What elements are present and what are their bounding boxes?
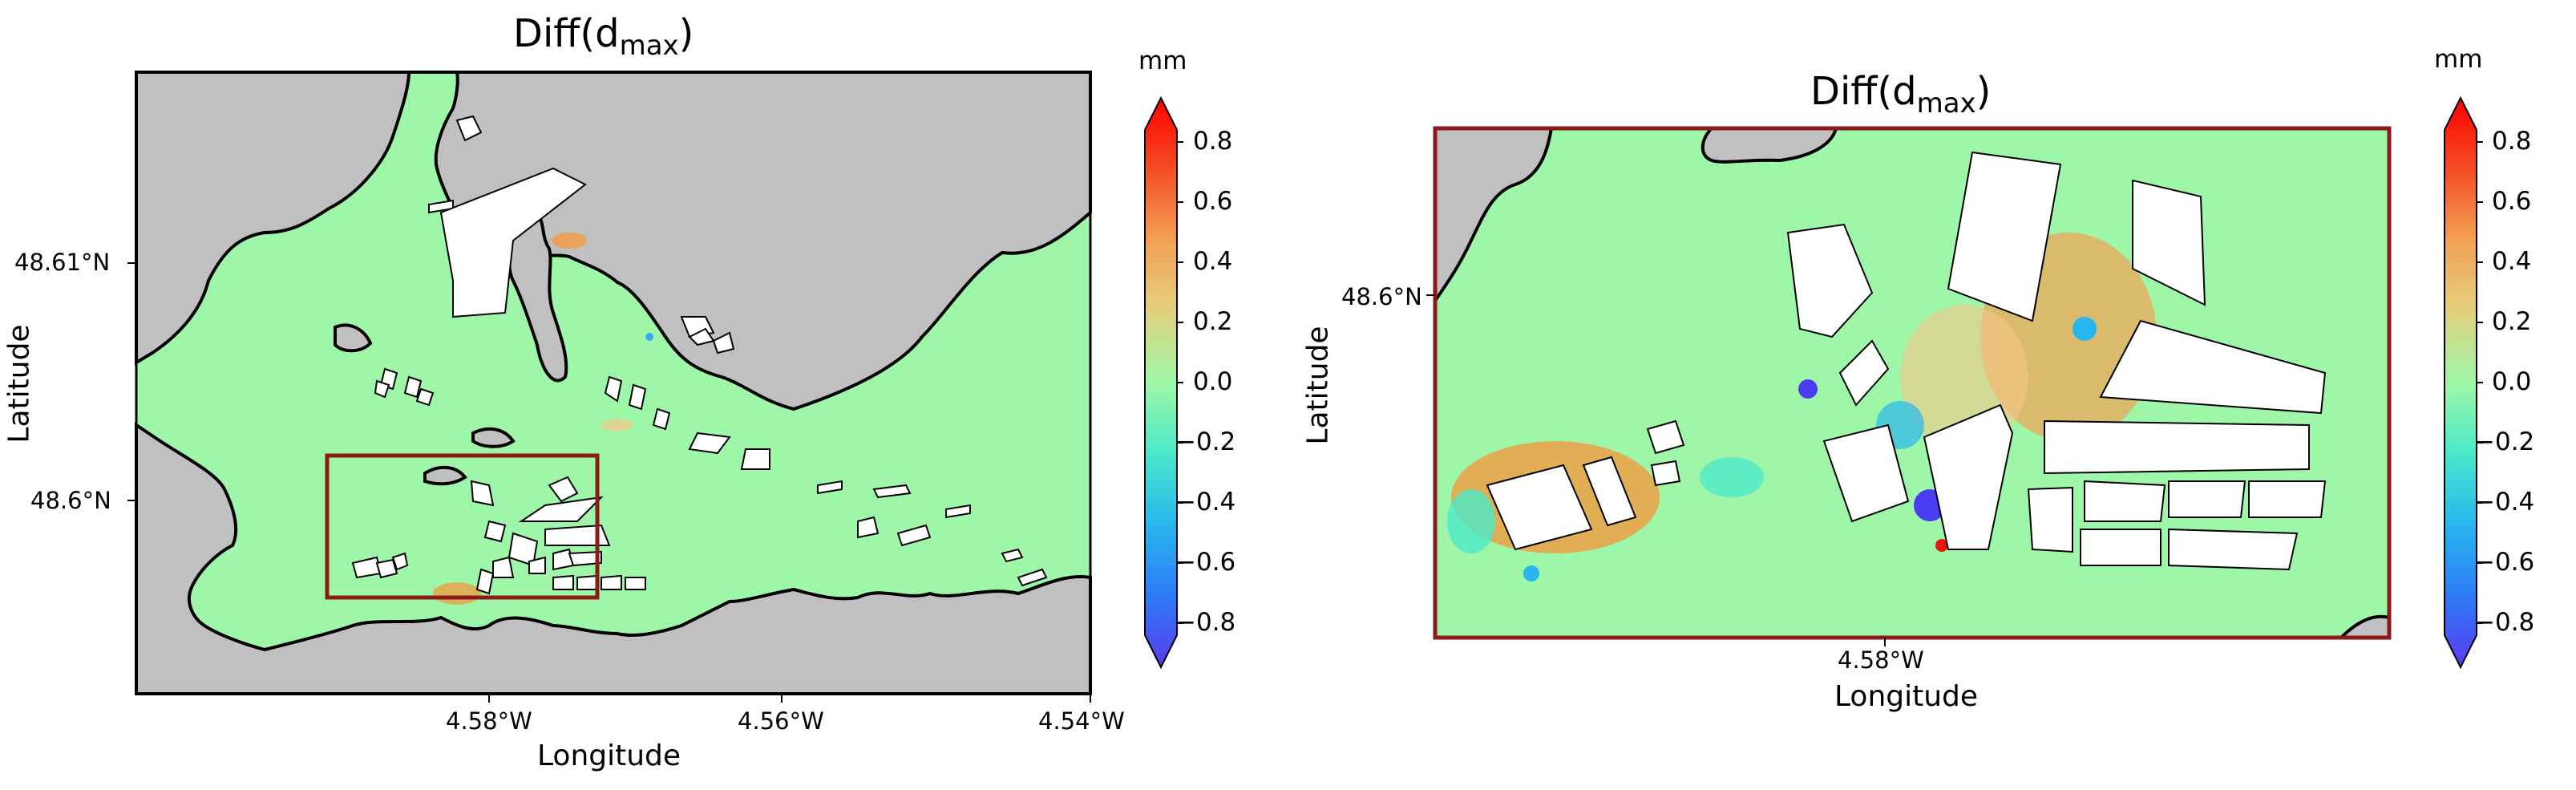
left-cb-tick-8: −0.6 [1175,548,1236,577]
left-ytick-label-1: 48.61°N [14,249,111,276]
right-cb-tick-7: −0.4 [2474,488,2535,517]
right-title: Diff(dmax) [1810,69,1992,120]
left-land-island-3 [423,465,467,486]
right-title-text: Diff [1810,69,1878,114]
left-cb-tick-2: 0.6 [1193,187,1233,216]
left-xtick-label-2: 4.56°W [738,707,824,735]
left-cb-tick-7: −0.4 [1175,488,1236,517]
left-hotspot-2 [552,233,587,249]
left-highlight-box [325,453,600,600]
right-land-nw [1434,127,1554,306]
left-land-island-2 [334,323,373,353]
left-cb-tick-6: −0.2 [1175,427,1236,456]
right-xlabel: Longitude [1834,680,1979,713]
right-hotspot-blue-3 [1798,379,1818,399]
left-xlabel: Longitude [537,739,681,772]
left-land-island-4 [471,427,516,448]
right-frame [1433,126,2392,640]
right-hotspot-red [1935,539,1948,552]
right-hotspot-blue-1 [1447,489,1495,553]
left-cb-tick-1: 0.8 [1193,127,1233,156]
left-cb-tick-4: 0.2 [1193,307,1233,336]
right-ytick-label: 48.6°N [1341,283,1422,310]
right-cb-tick-2: 0.6 [2492,187,2532,216]
right-hotspot-blue-6 [1523,565,1539,581]
right-xtick-label: 4.58°W [1838,646,1924,674]
left-cb-tick-9: −0.8 [1175,608,1236,637]
right-cb-tick-6: −0.2 [2474,427,2535,456]
left-title: Diff(dmax) [513,11,694,62]
left-hotspot-7 [601,419,633,431]
right-colorbar [2444,95,2483,670]
right-title-sub: max [1916,87,1976,120]
left-title-sub: max [619,30,679,62]
right-cb-tick-3: 0.4 [2492,247,2532,276]
left-map[interactable] [127,71,1092,703]
right-cb-tick-1: 0.8 [2492,127,2532,156]
right-hotspot-blue-7 [1700,457,1764,497]
left-ytick-label-2: 48.6°N [30,487,111,514]
left-frame [135,71,1092,695]
left-structures [374,115,1048,595]
left-title-text: Diff [513,11,580,56]
right-colorbar-unit: mm [2434,45,2483,74]
left-xtick-label-3: 4.54°W [1038,707,1125,735]
right-structures [1486,151,2327,571]
left-land-island-1 [508,196,568,383]
left-structures-cluster [351,496,646,590]
left-colorbar-unit: mm [1138,47,1187,75]
right-cb-tick-9: −0.8 [2474,608,2535,637]
right-map[interactable] [1426,126,2392,646]
right-ylabel: Latitude [1301,326,1335,445]
left-hotspot-4 [645,333,653,341]
right-cb-tick-5: 0.0 [2492,367,2532,396]
right-cb-tick-4: 0.2 [2492,307,2532,336]
left-cb-tick-3: 0.4 [1193,247,1233,276]
right-cb-tick-8: −0.6 [2474,548,2535,577]
left-ylabel: Latitude [2,324,36,444]
left-cb-tick-5: 0.0 [1193,367,1233,396]
left-colorbar [1144,95,1183,670]
left-xtick-label-1: 4.58°W [446,707,532,735]
right-land-n [1700,127,1838,164]
left-land-south [135,422,1092,695]
right-hotspot-blue-5 [2073,317,2097,341]
left-hotspot-3 [433,582,481,605]
